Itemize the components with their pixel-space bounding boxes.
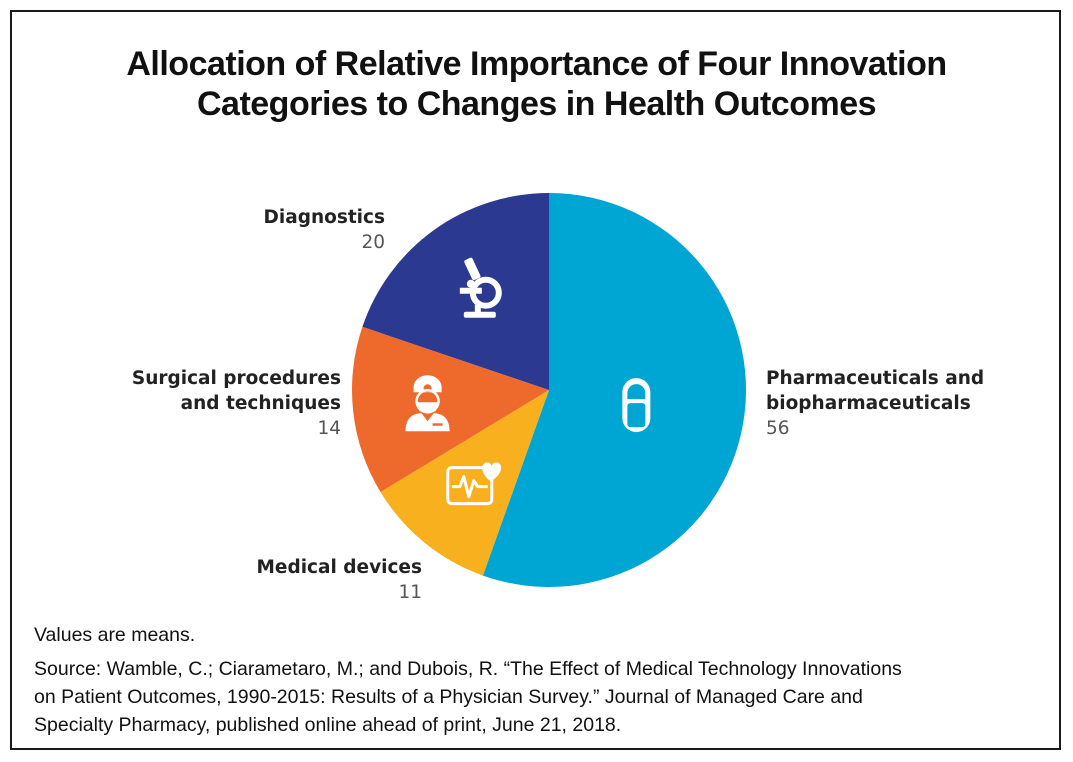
- pie-slice-diagnostics: [362, 193, 549, 390]
- heart-monitor-icon: [446, 462, 502, 506]
- label-medical-devices: Medical devices 11: [257, 555, 423, 605]
- source-line-2: on Patient Outcomes, 1990-2015: Results …: [34, 686, 863, 708]
- values-note: Values are means.: [34, 624, 196, 646]
- value-pharmaceuticals: 56: [766, 418, 790, 439]
- label-surgical-line-2: and techniques: [180, 393, 341, 414]
- value-medical-devices: 11: [398, 582, 422, 603]
- label-surgical: Surgical procedures and techniques 14: [132, 366, 341, 441]
- source-line-1: Source: Wamble, C.; Ciarametaro, M.; and…: [34, 658, 902, 680]
- pie-slice-pharmaceuticals: [482, 193, 746, 587]
- label-diagnostics-name: Diagnostics: [263, 207, 385, 228]
- label-surgical-line-1: Surgical procedures: [131, 368, 341, 389]
- pie-slice-surgical: [352, 326, 549, 493]
- label-pharmaceuticals-line-2: biopharmaceuticals: [766, 393, 971, 414]
- chart-title-line-2: Categories to Changes in Health Outcomes: [196, 85, 877, 123]
- label-diagnostics: Diagnostics 20: [264, 205, 385, 255]
- chart-title: Allocation of Relative Importance of Fou…: [0, 44, 1073, 124]
- source-line-3: Specialty Pharmacy, published online ahe…: [34, 714, 622, 736]
- label-pharmaceuticals: Pharmaceuticals and biopharmaceuticals 5…: [766, 366, 984, 441]
- surgeon-icon: [405, 375, 450, 432]
- value-diagnostics: 20: [361, 232, 385, 253]
- label-pharmaceuticals-line-1: Pharmaceuticals and: [766, 368, 985, 389]
- chart-title-line-1: Allocation of Relative Importance of Fou…: [126, 45, 947, 83]
- value-surgical: 14: [317, 418, 341, 439]
- microscope-icon: [459, 257, 502, 318]
- label-medical-devices-name: Medical devices: [256, 557, 423, 578]
- pill-icon: [622, 378, 651, 433]
